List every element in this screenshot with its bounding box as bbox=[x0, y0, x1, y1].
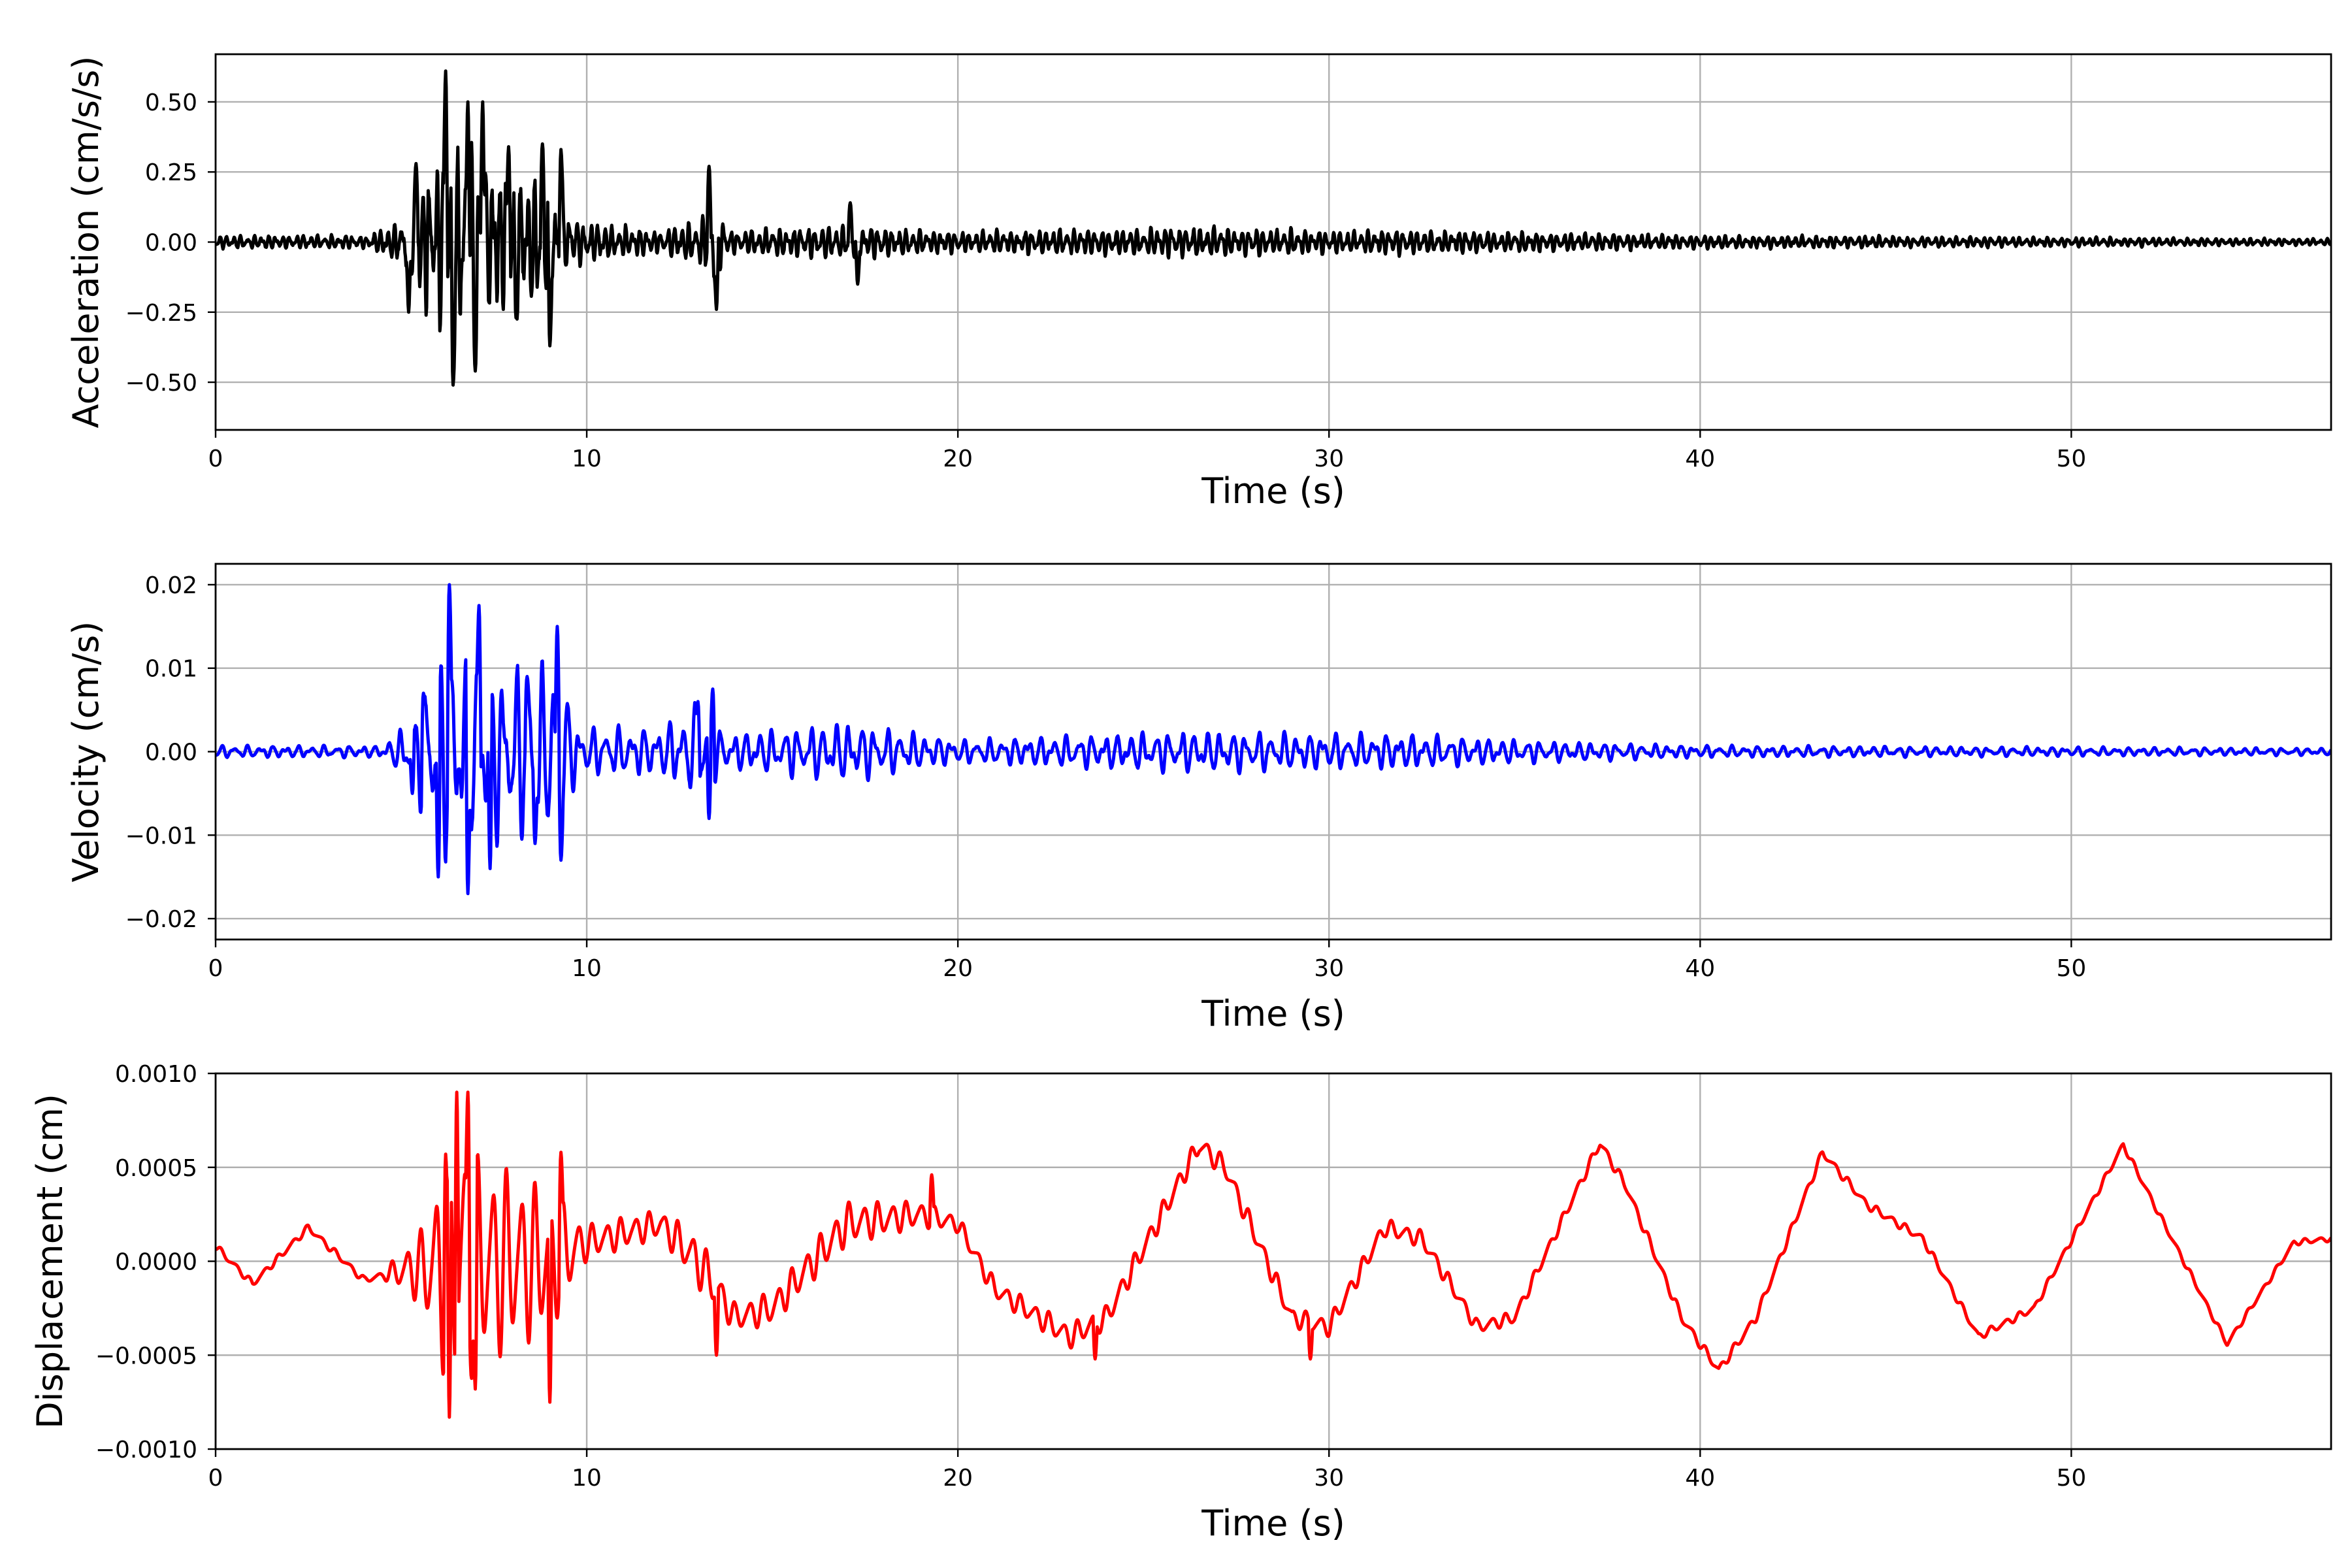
x-axis-label: Time (s) bbox=[1201, 470, 1345, 512]
x-tick-label: 0 bbox=[208, 1465, 223, 1492]
acceleration-chart: 0 10 20 30 40 50 −0.50 −0.25 0.00 0.25 0.50 Time (s… bbox=[65, 53, 2332, 512]
y-tick-label: 0.01 bbox=[145, 656, 197, 683]
y-tick-label: 0.0005 bbox=[115, 1155, 197, 1182]
acceleration-series-line bbox=[216, 69, 2331, 387]
x-tick-label: 50 bbox=[2056, 1465, 2086, 1492]
y-tick-label: 0.0010 bbox=[115, 1061, 197, 1088]
y-tick-label: 0.25 bbox=[145, 159, 197, 186]
x-tick-label: 20 bbox=[943, 446, 973, 472]
velocity-series-line bbox=[216, 583, 2331, 896]
y-tick-label: 0.50 bbox=[145, 90, 197, 116]
y-tick-label: 0.00 bbox=[145, 230, 197, 257]
y-axis-label: Acceleration (cm/s/s) bbox=[65, 56, 106, 429]
x-tick-label: 30 bbox=[1314, 446, 1344, 472]
x-tick-label: 50 bbox=[2056, 955, 2086, 982]
y-axis-label: Velocity (cm/s) bbox=[65, 621, 106, 883]
x-tick-label: 30 bbox=[1314, 1465, 1344, 1492]
displacement-series-line bbox=[216, 1090, 2331, 1419]
y-tick-label: −0.02 bbox=[125, 906, 197, 933]
velocity-chart: 0 10 20 30 40 50 −0.02 −0.01 0.00 0.01 0.02 Time (s… bbox=[65, 563, 2332, 1034]
y-tick-label: 0.0000 bbox=[115, 1249, 197, 1276]
x-tick-label: 10 bbox=[572, 446, 602, 472]
y-tick-label: −0.0005 bbox=[95, 1343, 197, 1369]
x-tick-label: 0 bbox=[208, 955, 223, 982]
x-axis-label: Time (s) bbox=[1201, 1503, 1345, 1544]
x-tick-label: 10 bbox=[572, 955, 602, 982]
x-tick-label: 40 bbox=[1685, 446, 1715, 472]
x-tick-label: 30 bbox=[1314, 955, 1344, 982]
y-axis-label: Displacement (cm) bbox=[29, 1094, 71, 1429]
x-tick-label: 20 bbox=[943, 955, 973, 982]
y-tick-label: −0.50 bbox=[125, 370, 197, 397]
x-tick-label: 0 bbox=[208, 446, 223, 472]
x-tick-label: 10 bbox=[572, 1465, 602, 1492]
x-tick-label: 40 bbox=[1685, 955, 1715, 982]
y-tick-label: 0.00 bbox=[145, 740, 197, 766]
y-tick-label: −0.25 bbox=[125, 300, 197, 327]
x-tick-label: 20 bbox=[943, 1465, 973, 1492]
y-tick-label: −0.01 bbox=[125, 823, 197, 849]
x-axis-label: Time (s) bbox=[1201, 993, 1345, 1034]
x-tick-label: 40 bbox=[1685, 1465, 1715, 1492]
y-tick-label: −0.0010 bbox=[95, 1437, 197, 1463]
x-tick-label: 50 bbox=[2056, 446, 2086, 472]
y-tick-label: 0.02 bbox=[145, 572, 197, 599]
displacement-chart: 0 10 20 30 40 50 −0.0010 −0.0005 0.0000 0.0005 0.0… bbox=[29, 1061, 2332, 1544]
